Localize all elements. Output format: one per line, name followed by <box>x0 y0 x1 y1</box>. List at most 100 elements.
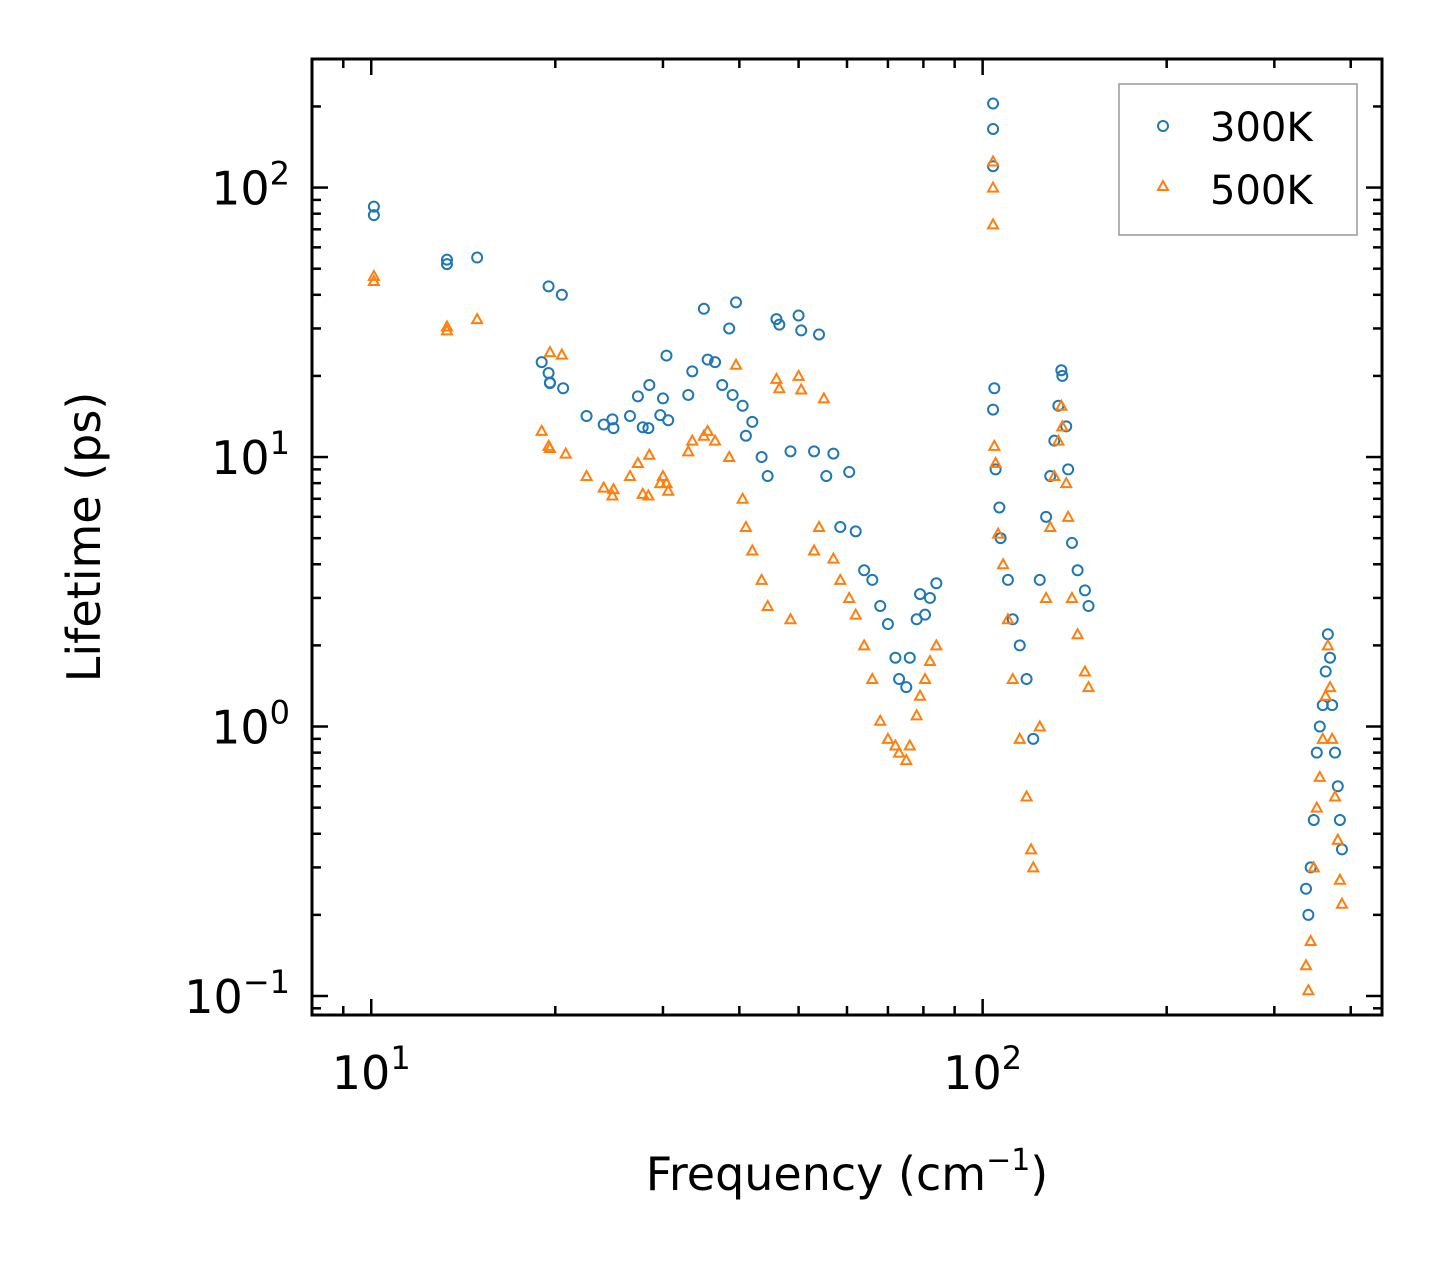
point-300K <box>889 651 902 664</box>
point-300K <box>367 200 380 213</box>
point-300K <box>1324 651 1337 664</box>
point-500K <box>1328 789 1342 802</box>
point-300K <box>739 429 752 442</box>
point-300K <box>709 356 722 369</box>
point-500K <box>1331 832 1345 845</box>
point-300K <box>471 251 484 264</box>
point-300K <box>624 410 637 423</box>
point-300K <box>993 501 1006 514</box>
point-500K <box>1054 398 1069 411</box>
point-500K <box>899 753 913 766</box>
legend-label-300k: 300K <box>1210 105 1314 151</box>
point-500K <box>923 653 937 667</box>
y-tick-label: 102 <box>211 155 290 216</box>
point-300K <box>555 288 568 301</box>
point-300K <box>543 376 556 389</box>
point-300K <box>736 399 749 412</box>
point-300K <box>1307 813 1320 826</box>
point-300K <box>988 382 1001 395</box>
point-500K <box>1323 680 1337 693</box>
series-layer <box>367 97 1349 996</box>
point-300K <box>1001 573 1014 586</box>
tick-labels: 101 102 10−1 100 101 102 <box>184 155 1022 1100</box>
point-300K <box>903 651 916 664</box>
point-500K <box>1313 769 1327 782</box>
point-500K <box>918 671 932 685</box>
point-500K <box>903 738 917 751</box>
x-axis-label: Frequency (cm−1) <box>646 1143 1049 1201</box>
point-300K <box>930 577 943 590</box>
point-300K <box>606 413 619 426</box>
point-300K <box>808 445 821 458</box>
point-500K <box>636 486 650 499</box>
point-500K <box>1051 433 1066 446</box>
point-500K <box>1047 469 1062 482</box>
series-500K <box>367 154 1349 996</box>
point-500K <box>772 381 787 394</box>
point-500K <box>986 217 1000 230</box>
point-500K <box>1303 933 1318 946</box>
point-500K <box>892 745 906 758</box>
point-300K <box>1329 746 1342 759</box>
point-300K <box>795 324 808 337</box>
point-300K <box>923 591 936 604</box>
point-300K <box>881 618 894 631</box>
legend: 300K 500K <box>1118 83 1358 236</box>
point-300K <box>682 388 695 401</box>
point-500K <box>888 738 903 751</box>
point-500K <box>873 713 887 726</box>
point-500K <box>754 572 769 585</box>
plot-frame <box>310 57 1384 1017</box>
point-500K <box>440 319 454 332</box>
point-300K <box>660 349 673 362</box>
point-500K <box>1316 731 1330 744</box>
point-300K <box>858 564 871 577</box>
point-300K <box>580 410 593 423</box>
point-300K <box>773 318 786 331</box>
point-500K <box>1043 519 1057 533</box>
point-300K <box>866 573 879 586</box>
point-500K <box>881 731 895 744</box>
point-300K <box>820 470 833 483</box>
point-500K <box>769 371 784 384</box>
point-300K <box>643 379 656 392</box>
point-500K <box>597 480 611 493</box>
point-500K <box>1299 958 1313 971</box>
point-500K <box>865 671 880 685</box>
point-300K <box>726 388 739 401</box>
legend-label-500k: 500K <box>1210 168 1314 214</box>
point-300K <box>686 365 699 378</box>
point-300K <box>636 421 649 434</box>
point-300K <box>914 588 927 601</box>
x-axis-label-exponent: −1 <box>986 1143 1030 1178</box>
point-500K <box>791 368 806 381</box>
point-500K <box>555 347 569 360</box>
point-300K <box>1331 780 1344 793</box>
point-500K <box>1026 860 1040 873</box>
point-500K <box>559 446 573 459</box>
point-300K <box>987 97 1000 110</box>
point-500K <box>1059 476 1073 489</box>
point-500K <box>996 557 1010 570</box>
point-300K <box>1062 463 1075 476</box>
point-300K <box>1055 364 1068 377</box>
point-300K <box>730 296 743 309</box>
point-300K <box>697 302 710 315</box>
point-300K <box>827 447 840 460</box>
point-300K <box>723 322 736 335</box>
point-300K <box>987 403 1000 416</box>
point-500K <box>543 345 557 358</box>
point-500K <box>735 491 750 504</box>
point-500K <box>1013 731 1027 744</box>
point-500K <box>986 180 1000 193</box>
point-300K <box>642 422 655 435</box>
point-300K <box>607 422 620 435</box>
point-500K <box>440 323 454 336</box>
point-500K <box>685 433 699 446</box>
point-500K <box>857 638 871 651</box>
point-500K <box>739 519 753 533</box>
point-500K <box>1019 789 1034 802</box>
point-500K <box>1078 664 1092 677</box>
point-500K <box>1024 842 1038 855</box>
